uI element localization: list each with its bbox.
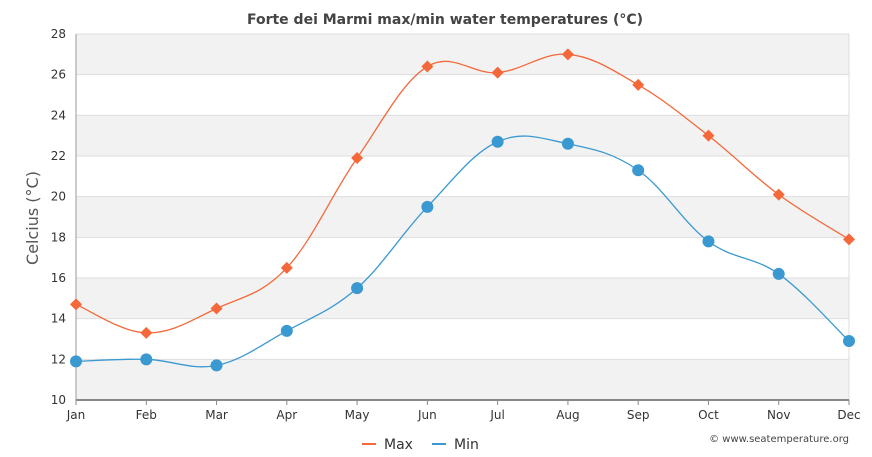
data-point-max[interactable] — [843, 233, 855, 246]
data-point-min[interactable] — [632, 164, 645, 177]
data-point-min[interactable] — [843, 335, 855, 348]
legend-label-min[interactable]: Min — [454, 437, 479, 453]
x-tick-label: Dec — [837, 408, 860, 422]
grid-band — [76, 278, 849, 319]
data-point-max[interactable] — [632, 78, 645, 91]
x-tick-labels: Jan Feb Mar Apr May Jun Jul Aug Sep Oct Nov Dec — [66, 408, 861, 422]
data-point-max[interactable] — [561, 48, 574, 61]
data-point-max[interactable] — [491, 66, 504, 79]
x-tick-label: Oct — [698, 408, 719, 422]
y-tick-label: 16 — [51, 271, 66, 285]
y-tick-label: 20 — [51, 190, 66, 204]
y-tick-label: 14 — [51, 312, 66, 326]
y-tick-label: 26 — [51, 68, 66, 82]
data-point-min[interactable] — [421, 200, 434, 213]
x-tick-label: Jan — [66, 408, 86, 422]
data-point-min[interactable] — [140, 353, 153, 366]
grid-bands — [76, 34, 849, 400]
chart-title: Forte dei Marmi max/min water temperatur… — [247, 12, 643, 28]
grid-band — [76, 359, 849, 400]
data-point-max[interactable] — [772, 188, 785, 201]
data-point-min[interactable] — [70, 355, 82, 368]
series-line-min — [75, 135, 850, 368]
legend-label-max[interactable]: Max — [384, 437, 413, 453]
y-tick-labels: 10 12 14 16 18 20 22 24 26 28 — [51, 27, 66, 407]
legend[interactable]: Max Min — [362, 437, 479, 453]
data-point-max[interactable] — [702, 129, 715, 142]
y-tick-label: 12 — [51, 352, 66, 366]
data-point-max[interactable] — [70, 298, 82, 311]
data-point-min[interactable] — [772, 267, 785, 280]
data-point-min[interactable] — [210, 359, 223, 372]
x-tick-label: Mar — [205, 408, 228, 422]
data-point-max[interactable] — [140, 326, 153, 339]
data-point-min[interactable] — [561, 137, 574, 150]
data-point-min[interactable] — [702, 235, 715, 248]
x-tick-label: Apr — [276, 408, 297, 422]
x-tick-label: Jun — [417, 408, 437, 422]
data-point-max[interactable] — [351, 152, 364, 165]
x-tick-label: Nov — [767, 408, 790, 422]
grid-band — [76, 196, 849, 238]
y-tick-label: 22 — [51, 149, 66, 163]
grid-band — [76, 34, 849, 75]
x-tick-label: Jul — [489, 408, 504, 422]
data-point-max[interactable] — [210, 302, 223, 315]
y-axis-label: Celcius (°C) — [23, 171, 42, 265]
data-point-min[interactable] — [280, 324, 293, 337]
data-point-min[interactable] — [491, 135, 504, 148]
data-point-min[interactable] — [351, 282, 364, 295]
series-markers — [70, 48, 855, 372]
x-tick-label: Feb — [136, 408, 157, 422]
x-tick-label: Aug — [556, 408, 579, 422]
gridlines — [76, 33, 849, 401]
y-tick-label: 10 — [51, 393, 66, 407]
y-tick-label: 28 — [51, 27, 66, 41]
x-tick-label: Sep — [627, 408, 650, 422]
y-tick-label: 18 — [51, 230, 66, 244]
y-tick-label: 24 — [51, 108, 66, 122]
credit-text: © www.seatemperature.org — [709, 434, 849, 445]
x-tick-label: May — [345, 408, 370, 422]
data-point-max[interactable] — [421, 60, 434, 73]
grid-band — [76, 115, 849, 156]
data-point-max[interactable] — [280, 261, 293, 274]
